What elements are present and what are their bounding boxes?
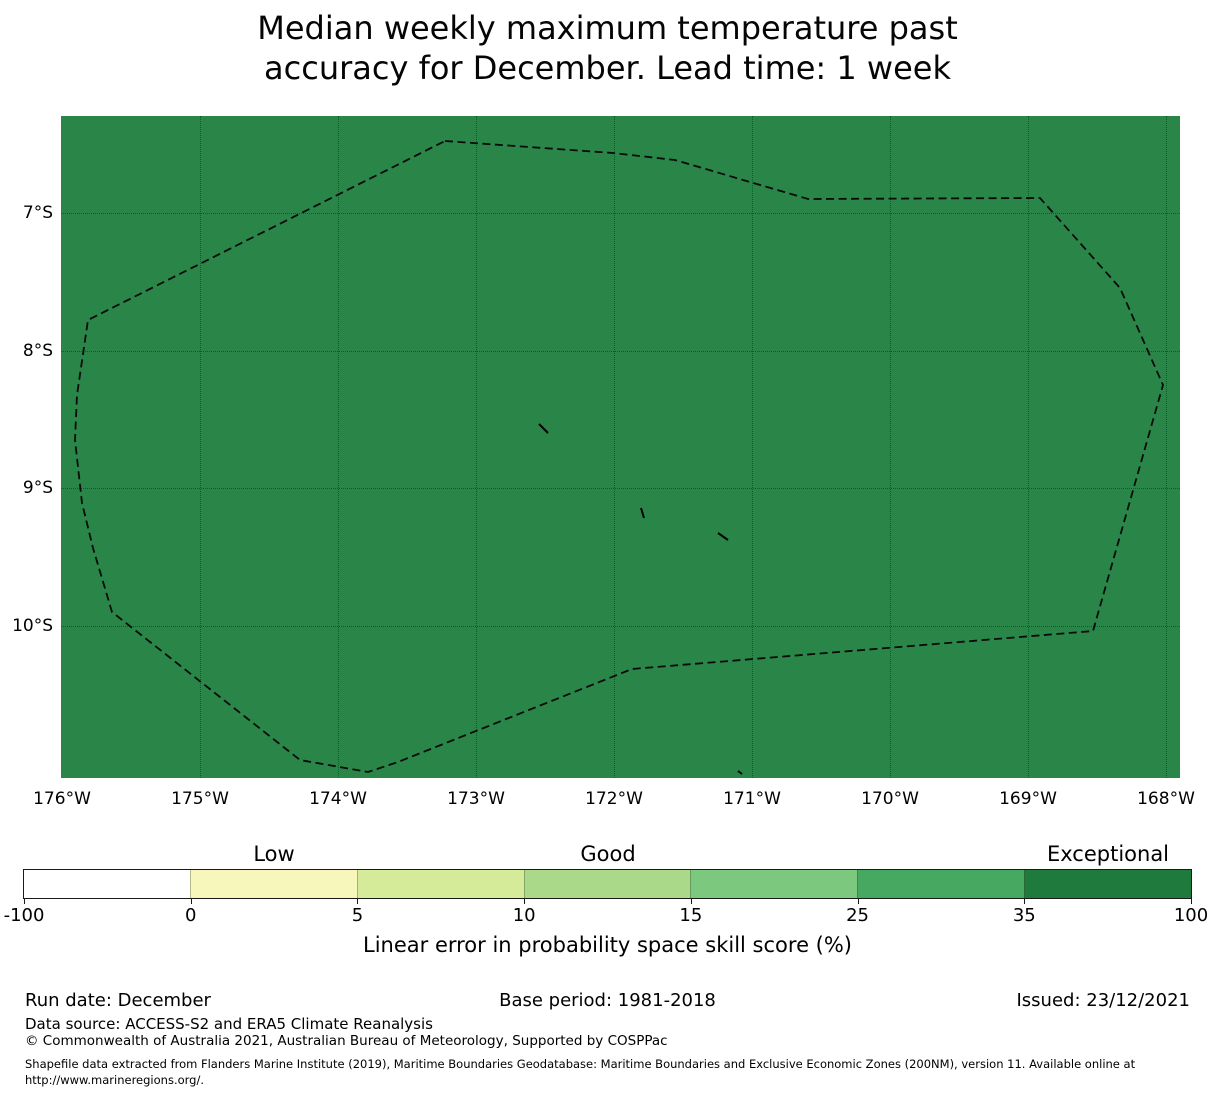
grid-line-vertical <box>476 116 477 778</box>
lon-tick-label: 175°W <box>171 789 229 809</box>
colorbar-segment <box>24 870 190 898</box>
title-line-2: accuracy for December. Lead time: 1 week <box>264 49 951 87</box>
category-label-exceptional: Exceptional <box>1046 842 1170 866</box>
colorbar-segment <box>189 870 357 898</box>
island-mark <box>717 532 729 541</box>
colorbar-tick-label: 15 <box>679 905 703 926</box>
eez-boundary-path <box>74 140 1164 773</box>
island-mark <box>538 423 549 434</box>
lon-tick-label: 171°W <box>723 789 781 809</box>
colorbar-tick <box>24 899 25 904</box>
lat-tick-label: 7°S <box>22 203 53 223</box>
title-line-1: Median weekly maximum temperature past <box>257 9 958 47</box>
colorbar-tick <box>1191 899 1192 904</box>
colorbar-tick-label: 25 <box>846 905 870 926</box>
grid-line-vertical <box>200 116 201 778</box>
colorbar-segment <box>356 870 524 898</box>
eez-boundary-layer <box>74 140 1164 775</box>
lon-tick-label: 168°W <box>1137 789 1195 809</box>
longitude-axis: 176°W 175°W 174°W 173°W 172°W 171°W 170°W 169°W… <box>0 788 1215 810</box>
copyright-text: © Commonwealth of Australia 2021, Austra… <box>25 1033 668 1049</box>
colorbar-segment <box>857 870 1025 898</box>
grid-line-vertical <box>890 116 891 778</box>
colorbar-axis-label: Linear error in probability space skill … <box>363 933 852 957</box>
grid-line-vertical <box>1166 116 1167 778</box>
grid-line-horizontal <box>61 213 1180 214</box>
lon-tick-label: 169°W <box>999 789 1057 809</box>
colorbar-tick-label: 100 <box>1173 905 1209 926</box>
shapefile-note: Shapefile data extracted from Flanders M… <box>25 1057 1136 1071</box>
colorbar-tick <box>357 899 359 904</box>
category-label-low: Low <box>253 842 295 866</box>
grid-line-horizontal <box>61 626 1180 627</box>
colorbar-segment <box>690 870 858 898</box>
colorbar-tick-label: 35 <box>1012 905 1036 926</box>
run-date-text: Run date: December <box>25 990 211 1011</box>
colorbar-tick <box>190 899 192 904</box>
grid-line-vertical <box>752 116 753 778</box>
colorbar-tick <box>690 899 692 904</box>
lon-tick-label: 174°W <box>309 789 367 809</box>
category-label-good: Good <box>580 842 636 866</box>
data-source-text: Data source: ACCESS-S2 and ERA5 Climate … <box>25 1015 433 1033</box>
colorbar-tick <box>524 899 526 904</box>
map-canvas <box>61 116 1180 778</box>
lon-tick-label: 173°W <box>447 789 505 809</box>
lon-tick-label: 172°W <box>585 789 643 809</box>
lon-tick-label: 176°W <box>33 789 91 809</box>
grid-line-vertical <box>338 116 339 778</box>
island-mark <box>737 770 743 775</box>
island-marks <box>538 423 743 775</box>
lat-tick-label: 10°S <box>12 616 53 636</box>
latitude-axis: 7°S 8°S 9°S 10°S <box>0 0 55 1095</box>
colorbar-tick-label: 5 <box>351 905 364 926</box>
colorbar-tick-label: -100 <box>3 905 45 926</box>
base-period-text: Base period: 1981-2018 <box>499 990 716 1011</box>
colorbar-segment <box>523 870 691 898</box>
lat-tick-label: 9°S <box>22 478 53 499</box>
issued-date-text: Issued: 23/12/2021 <box>1016 990 1190 1011</box>
grid-line-horizontal <box>61 350 1180 352</box>
colorbar-segment <box>1024 870 1192 898</box>
colorbar-tick-label: 0 <box>184 905 197 926</box>
lon-tick-label: 170°W <box>861 789 919 809</box>
colorbar-tick <box>857 899 859 904</box>
page-title: Median weekly maximum temperature past a… <box>0 8 1215 88</box>
grid-line-vertical <box>1028 116 1029 778</box>
grid-line-horizontal <box>61 488 1180 490</box>
grid-line-vertical <box>614 116 615 778</box>
shapefile-url: http://www.marineregions.org/. <box>25 1073 204 1087</box>
lat-tick-label: 8°S <box>22 340 53 361</box>
island-mark <box>640 507 645 519</box>
colorbar <box>23 869 1192 899</box>
colorbar-tick-label: 10 <box>512 905 536 926</box>
colorbar-tick <box>1024 899 1026 904</box>
